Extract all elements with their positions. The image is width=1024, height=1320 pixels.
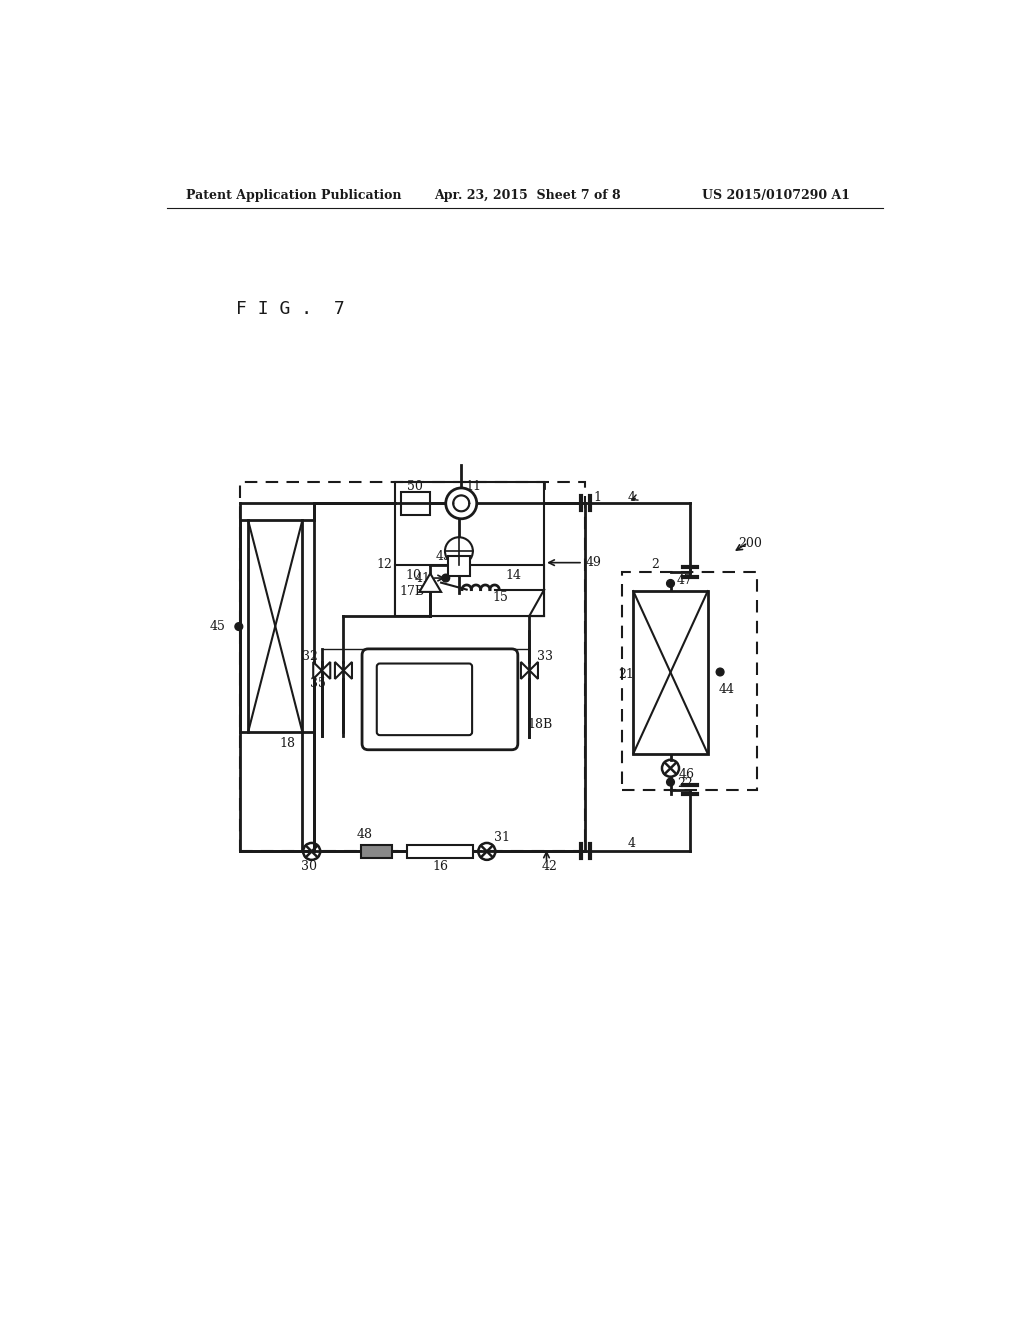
Text: 42: 42 (542, 861, 558, 874)
Text: 18: 18 (280, 737, 295, 750)
Circle shape (445, 537, 473, 565)
Text: 18B: 18B (527, 718, 552, 731)
Text: 48: 48 (356, 828, 373, 841)
Text: 49: 49 (586, 556, 601, 569)
Circle shape (442, 574, 450, 582)
Circle shape (667, 579, 675, 587)
Text: US 2015/0107290 A1: US 2015/0107290 A1 (701, 189, 850, 202)
Text: 41: 41 (415, 572, 431, 585)
Bar (633, 591, 708, 754)
Text: 46: 46 (678, 768, 694, 781)
Polygon shape (313, 663, 331, 678)
Text: 21: 21 (618, 668, 635, 681)
Text: 2: 2 (651, 557, 659, 570)
Text: 10: 10 (406, 569, 422, 582)
Text: 16: 16 (432, 861, 449, 874)
Text: F I G .  7: F I G . 7 (237, 300, 345, 318)
Polygon shape (335, 663, 352, 678)
Text: 33: 33 (538, 649, 553, 663)
Circle shape (716, 668, 724, 676)
Text: 50: 50 (407, 480, 423, 492)
Bar (360, 845, 391, 858)
Text: 22: 22 (677, 777, 692, 791)
Bar (248, 520, 302, 733)
Circle shape (445, 488, 477, 519)
Text: Apr. 23, 2015  Sheet 7 of 8: Apr. 23, 2015 Sheet 7 of 8 (434, 189, 621, 202)
Text: 30: 30 (301, 861, 316, 874)
Text: 1: 1 (593, 491, 601, 504)
Bar (449, 556, 470, 576)
Text: 200: 200 (738, 537, 762, 550)
Text: 45: 45 (209, 620, 225, 634)
Text: 32: 32 (302, 649, 318, 663)
Text: 17B: 17B (399, 585, 424, 598)
Text: 11: 11 (465, 480, 481, 492)
Text: 47: 47 (677, 574, 692, 587)
Text: 31: 31 (494, 832, 510, 843)
Bar (395, 565, 544, 615)
Bar (407, 845, 473, 858)
Text: 35: 35 (310, 677, 326, 690)
Text: 4: 4 (628, 491, 636, 504)
Text: Patent Application Publication: Patent Application Publication (186, 189, 401, 202)
Bar (623, 572, 758, 789)
Bar (395, 482, 544, 615)
Circle shape (667, 779, 675, 785)
Text: 15: 15 (493, 591, 508, 603)
Text: 4: 4 (628, 837, 636, 850)
Polygon shape (521, 663, 538, 678)
Text: 13: 13 (432, 702, 447, 715)
FancyBboxPatch shape (362, 649, 518, 750)
Polygon shape (420, 573, 441, 591)
Circle shape (234, 623, 243, 631)
Text: 44: 44 (719, 684, 734, 696)
Text: 12: 12 (376, 558, 392, 572)
FancyBboxPatch shape (377, 664, 472, 735)
Text: 14: 14 (506, 569, 521, 582)
Bar (400, 492, 430, 515)
Text: 43: 43 (435, 550, 452, 564)
Bar (241, 482, 586, 851)
